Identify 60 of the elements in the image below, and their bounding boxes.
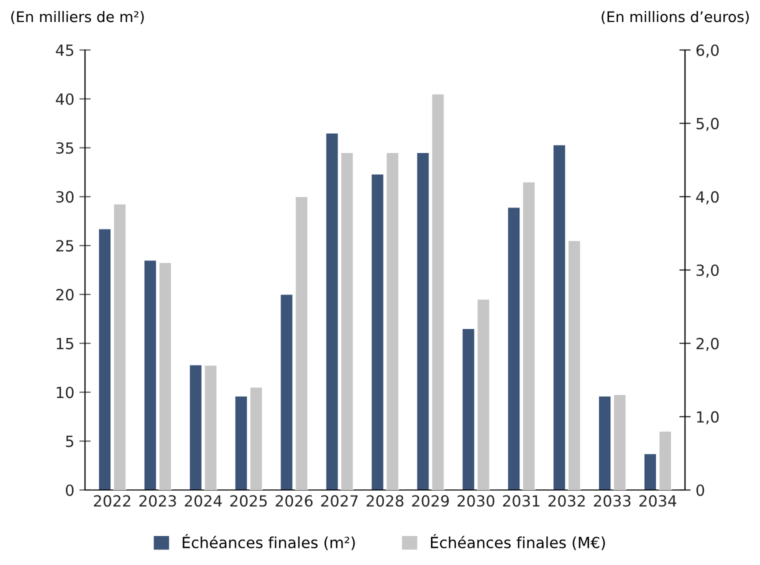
y2-axis-title: (En millions d’euros) xyxy=(602,10,749,24)
bar xyxy=(204,364,218,490)
bar xyxy=(189,364,202,490)
bar xyxy=(295,196,308,490)
bar xyxy=(326,132,339,490)
bar xyxy=(431,94,444,490)
x-tick-label: 2028 xyxy=(366,495,404,507)
x-tick-label: 2031 xyxy=(503,495,540,507)
x-tick-label: 2027 xyxy=(321,495,358,507)
x-tick-label: 2024 xyxy=(184,495,222,507)
y-tick-label: 25 xyxy=(56,240,74,252)
y-tick-label: 5 xyxy=(66,436,74,448)
x-tick-label: 2033 xyxy=(594,495,630,507)
bar xyxy=(568,240,581,490)
x-tick-label: 2034 xyxy=(639,495,676,507)
bar xyxy=(234,396,248,490)
bar xyxy=(144,260,157,490)
bar xyxy=(386,152,399,490)
x-tick-label: 2029 xyxy=(412,495,449,507)
x-tick-label: 2032 xyxy=(548,495,585,507)
bar xyxy=(113,204,126,490)
y-tick-label: 35 xyxy=(56,142,74,154)
bar xyxy=(98,228,112,490)
bar xyxy=(371,174,384,490)
y-tick-label: 10 xyxy=(56,386,74,398)
y2-tick-label: 2,0 xyxy=(696,338,719,351)
legend-label: Échéances finales (M€) xyxy=(430,534,605,550)
y-tick-label: 45 xyxy=(56,44,74,56)
bar xyxy=(613,394,626,490)
x-tick-label: 2025 xyxy=(230,495,267,507)
bar xyxy=(507,207,520,490)
y2-tick-label: 6,0 xyxy=(696,44,719,58)
y2-tick-label: 0 xyxy=(696,484,704,496)
y2-tick-label: 3,0 xyxy=(696,264,719,278)
y-axis-title: (En milliers de m²) xyxy=(11,10,144,24)
y-tick-label: 15 xyxy=(56,338,74,350)
bar xyxy=(250,386,263,490)
bar xyxy=(462,328,475,490)
x-tick-label: 2023 xyxy=(139,495,176,507)
bar xyxy=(522,182,536,490)
bar xyxy=(416,152,430,490)
y-tick-label: 0 xyxy=(66,484,74,496)
x-tick-label: 2026 xyxy=(276,495,313,507)
x-tick-label: 2030 xyxy=(458,495,494,507)
y-tick-label: 20 xyxy=(56,288,74,300)
bar xyxy=(644,453,657,490)
bar xyxy=(658,430,672,490)
y-tick-label: 40 xyxy=(56,93,74,105)
y2-tick-label: 4,0 xyxy=(696,191,719,204)
y2-tick-label: 5,0 xyxy=(696,118,719,131)
bar xyxy=(476,298,490,490)
bar xyxy=(340,152,354,490)
bar xyxy=(158,262,172,490)
legend-label: Échéances finales (m²) xyxy=(182,534,355,550)
y2-tick-label: 1,0 xyxy=(697,411,719,424)
bar xyxy=(598,396,612,490)
bar xyxy=(280,294,294,490)
bar xyxy=(552,144,566,490)
x-tick-label: 2022 xyxy=(94,495,130,507)
y-tick-label: 30 xyxy=(56,191,74,203)
